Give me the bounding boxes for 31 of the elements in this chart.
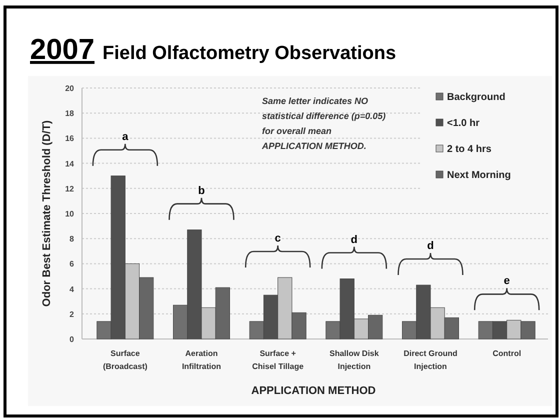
y-tick-label: 10 xyxy=(65,210,75,218)
y-tick-label: 14 xyxy=(65,159,75,168)
legend-label: <1.0 hr xyxy=(447,118,480,129)
chart-title: 2007 Field Olfactometry Observations xyxy=(30,34,396,66)
annotation: Same letter indicates NO statistical difference (p=0.05) for overall mean APPLICATION METHOD. xyxy=(261,96,386,151)
annotation: c xyxy=(274,232,281,245)
x-tick-label: Aeration Infiltration xyxy=(182,349,222,371)
y-tick-label: 2 xyxy=(70,310,75,319)
y-tick-label: 12 xyxy=(65,184,75,194)
x-axis-title: APPLICATION METHOD xyxy=(251,385,376,397)
legend-label: 2 to 4 hrs xyxy=(447,144,492,155)
x-tick-label: Shallow Disk Injection xyxy=(329,349,380,371)
annotation: d xyxy=(350,234,358,246)
y-tick-label: 6 xyxy=(70,260,75,269)
x-tick-label: Surface (Broadcast) xyxy=(102,349,148,371)
y-tick-label: 8 xyxy=(70,234,75,244)
y-axis-title: Odor Best Estimate Threshold (D/T) xyxy=(41,120,53,307)
y-tick-label: 18 xyxy=(65,109,75,118)
x-tick-label: Surface + Chisel Tillage xyxy=(252,349,304,371)
annotation: e xyxy=(504,275,510,288)
y-tick-label: 20 xyxy=(65,84,75,93)
x-tick-label: Direct Ground Injection xyxy=(404,349,458,371)
legend-label: Next Morning xyxy=(447,170,511,181)
annotation: b xyxy=(198,184,206,197)
y-tick-label: 0 xyxy=(70,335,75,344)
legend-label: Background xyxy=(447,92,506,103)
annotation: a xyxy=(122,130,130,143)
y-tick-label: 16 xyxy=(65,134,75,144)
x-tick-label: Control xyxy=(492,349,522,358)
annotation: d xyxy=(427,240,434,252)
y-tick-label: 4 xyxy=(70,284,75,294)
